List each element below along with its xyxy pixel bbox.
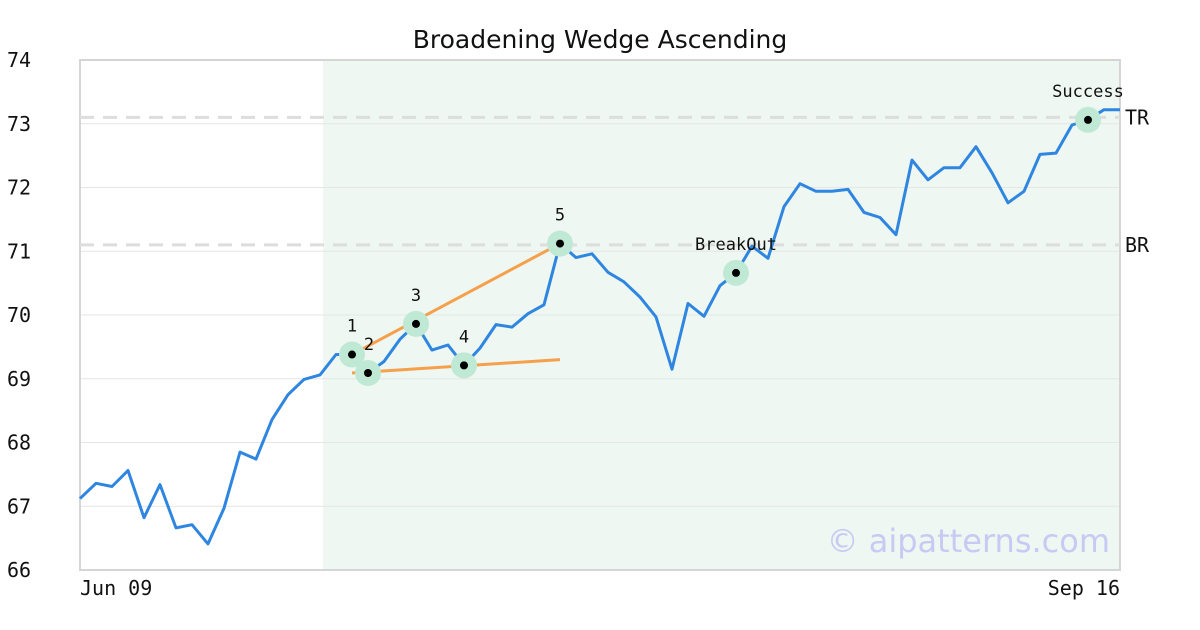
- marker-label-breakout: BreakOut: [695, 235, 777, 255]
- marker-label-4: 4: [459, 327, 469, 347]
- y-tick-label: 70: [7, 303, 31, 327]
- y-tick-label: 67: [7, 494, 31, 518]
- marker-point-4: [460, 361, 468, 370]
- x-tick-label: Jun 09: [80, 576, 152, 600]
- marker-label-1: 1: [347, 317, 357, 337]
- y-axis-ticks: 66 67 68 69 70 71 72 73 74: [7, 48, 31, 582]
- marker-label-3: 3: [411, 286, 421, 306]
- level-lines: TR BR: [80, 105, 1150, 257]
- plot-frame: [79, 59, 1121, 571]
- marker-point-1: [348, 350, 356, 359]
- watermark: © aipatterns.com: [827, 522, 1110, 560]
- x-tick-label: Sep 16: [1048, 576, 1120, 600]
- y-tick-label: 66: [7, 558, 31, 582]
- y-tick-label: 73: [7, 112, 31, 136]
- y-tick-label: 71: [7, 239, 31, 263]
- gridlines: [80, 123, 1120, 507]
- marker-point-3: [412, 319, 420, 328]
- marker-label-success: Success: [1052, 82, 1124, 102]
- marker-label-5: 5: [555, 206, 565, 226]
- y-tick-label: 72: [7, 176, 31, 200]
- marker-point-2: [364, 369, 372, 378]
- y-tick-label: 68: [7, 431, 31, 455]
- y-tick-label: 69: [7, 367, 31, 391]
- marker-point-success: [1084, 115, 1092, 124]
- x-axis-ticks: Jun 09 Sep 16: [80, 576, 1120, 600]
- marker-point-5: [556, 239, 564, 248]
- chart-title: Broadening Wedge Ascending: [413, 25, 788, 54]
- level-label-br: BR: [1125, 233, 1150, 257]
- marker-point-breakout: [732, 268, 740, 277]
- y-tick-label: 74: [7, 48, 31, 72]
- level-label-tr: TR: [1125, 105, 1150, 129]
- price-series-line: [78, 108, 1120, 546]
- pattern-markers: 12 3 4 5 BreakOut Success: [339, 82, 1124, 387]
- upper-wedge-line: [351, 242, 561, 356]
- marker-label-2: 2: [364, 335, 374, 355]
